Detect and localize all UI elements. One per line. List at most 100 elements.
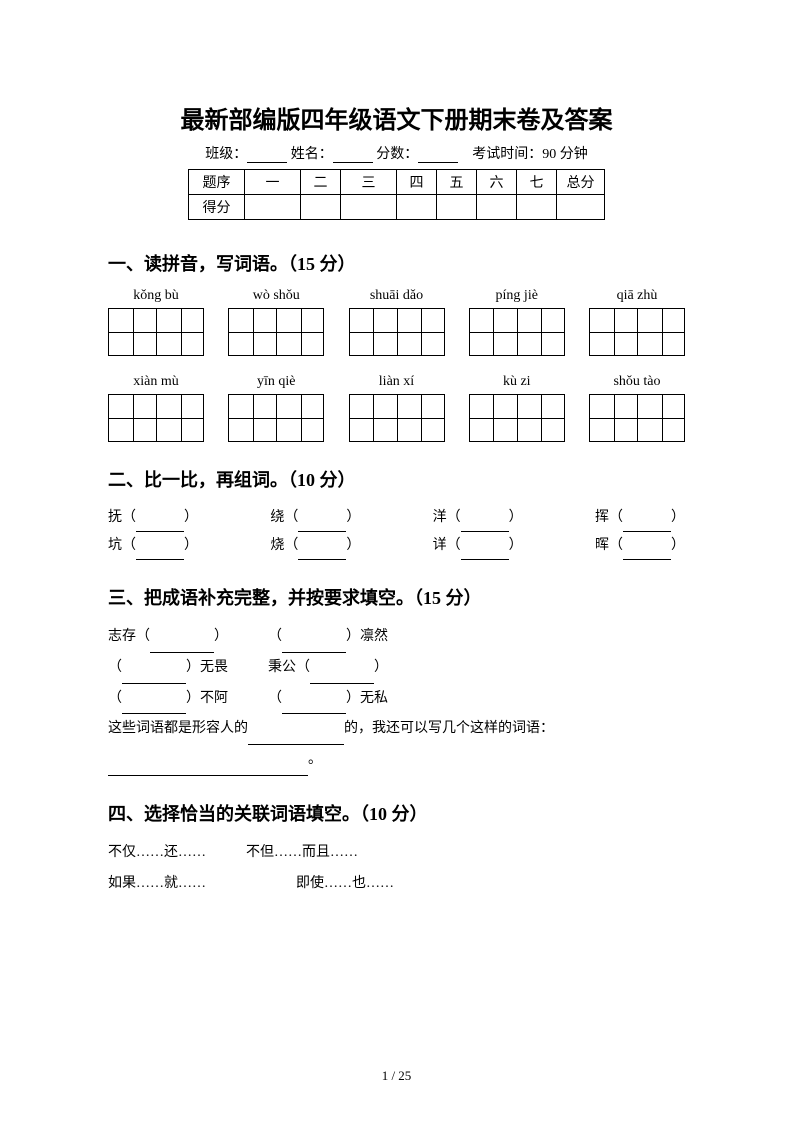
td-s4[interactable]: [397, 195, 437, 220]
pinyin: kù zi: [469, 374, 565, 390]
blank[interactable]: [298, 546, 346, 560]
td-s5[interactable]: [437, 195, 477, 220]
th-5: 五: [437, 170, 477, 195]
td-s2[interactable]: [301, 195, 341, 220]
time-label: 考试时间：90 分钟: [472, 147, 588, 162]
td-stotal[interactable]: [557, 195, 605, 220]
blank[interactable]: [310, 670, 374, 684]
th-4: 四: [397, 170, 437, 195]
blank[interactable]: [623, 518, 671, 532]
q3-title: 三、把成语补充完整，并按要求填空。（15 分）: [108, 584, 685, 610]
pinyin: yīn qiè: [228, 374, 324, 390]
q3-l2: （）无畏秉公（）: [108, 653, 685, 684]
header-line: 班级： 姓名： 分数： 考试时间：90 分钟: [108, 143, 685, 163]
tian-box[interactable]: [469, 308, 565, 356]
text: 不但……而且……: [246, 845, 358, 860]
pinyin: shǒu tào: [589, 374, 685, 390]
char: 挥: [595, 510, 609, 525]
pinyin: qiā zhù: [589, 288, 685, 304]
tian-box[interactable]: [349, 394, 445, 442]
text: 这些词语都是形容人的: [108, 721, 248, 736]
score-label: 分数：: [376, 147, 418, 162]
q3-l3: （）不阿（）无私: [108, 684, 685, 715]
page-title: 最新部编版四年级语文下册期末卷及答案: [108, 100, 685, 135]
text: 即使……也……: [296, 876, 394, 891]
q1-box-row1: [108, 308, 685, 356]
tian-box[interactable]: [108, 394, 204, 442]
text: 如果……就……: [108, 876, 206, 891]
blank[interactable]: [136, 546, 184, 560]
page-number: 1 / 25: [0, 1068, 793, 1084]
tian-box[interactable]: [589, 394, 685, 442]
pinyin: liàn xí: [349, 374, 445, 390]
blank[interactable]: [461, 546, 509, 560]
text: 凛然: [360, 629, 388, 644]
char: 烧: [270, 538, 284, 553]
blank[interactable]: [108, 762, 308, 776]
blank[interactable]: [122, 700, 186, 714]
text: 秉公: [268, 660, 296, 675]
q2-row1: 抚（） 绕（） 洋（） 挥（）: [108, 504, 685, 532]
class-label: 班级：: [205, 147, 247, 162]
q2-title: 二、比一比，再组词。（10 分）: [108, 466, 685, 492]
tian-box[interactable]: [469, 394, 565, 442]
q4-title: 四、选择恰当的关联词语填空。（10 分）: [108, 800, 685, 826]
score-blank[interactable]: [418, 147, 458, 163]
blank[interactable]: [623, 546, 671, 560]
name-label: 姓名：: [291, 147, 333, 162]
q1-pinyin-row2: xiàn mù yīn qiè liàn xí kù zi shǒu tào: [108, 374, 685, 390]
char: 坑: [108, 538, 122, 553]
char: 抚: [108, 510, 122, 525]
td-s6[interactable]: [477, 195, 517, 220]
score-table: 题序 一 二 三 四 五 六 七 总分 得分: [188, 169, 605, 220]
th-1: 一: [245, 170, 301, 195]
q1-pinyin-row1: kǒng bù wò shǒu shuāi dǎo píng jiè qiā z…: [108, 288, 685, 304]
class-blank[interactable]: [247, 147, 287, 163]
blank[interactable]: [136, 518, 184, 532]
text: 无畏: [200, 660, 228, 675]
tian-box[interactable]: [228, 394, 324, 442]
blank[interactable]: [282, 700, 346, 714]
char: 洋: [433, 510, 447, 525]
tian-box[interactable]: [108, 308, 204, 356]
tian-box[interactable]: [589, 308, 685, 356]
pinyin: xiàn mù: [108, 374, 204, 390]
text: 志存: [108, 629, 136, 644]
th-7: 七: [517, 170, 557, 195]
char: 绕: [270, 510, 284, 525]
char: 晖: [595, 538, 609, 553]
q1-box-row2: [108, 394, 685, 442]
blank[interactable]: [282, 639, 346, 653]
q2-row2: 坑（） 烧（） 详（） 晖（）: [108, 532, 685, 560]
tian-box[interactable]: [349, 308, 445, 356]
q4-l2: 如果……就…… 即使……也……: [108, 869, 685, 900]
text: 不仅……还……: [108, 845, 206, 860]
tian-box[interactable]: [228, 308, 324, 356]
pinyin: wò shǒu: [228, 288, 324, 304]
th-total: 总分: [557, 170, 605, 195]
blank[interactable]: [298, 518, 346, 532]
q1-title: 一、读拼音，写词语。（15 分）: [108, 250, 685, 276]
q3-l5: 。: [108, 745, 685, 776]
blank[interactable]: [461, 518, 509, 532]
q3-l4: 这些词语都是形容人的 的，我还可以写几个这样的词语：: [108, 714, 685, 745]
th-2: 二: [301, 170, 341, 195]
blank[interactable]: [248, 731, 344, 745]
char: 详: [433, 538, 447, 553]
blank[interactable]: [122, 670, 186, 684]
q4-l1: 不仅……还…… 不但……而且……: [108, 838, 685, 869]
th-seq: 题序: [189, 170, 245, 195]
td-s7[interactable]: [517, 195, 557, 220]
pinyin: píng jiè: [469, 288, 565, 304]
text: 的，我还可以写几个这样的词语：: [344, 721, 554, 736]
blank[interactable]: [150, 639, 214, 653]
text: 不阿: [200, 691, 228, 706]
name-blank[interactable]: [333, 147, 373, 163]
td-s1[interactable]: [245, 195, 301, 220]
pinyin: shuāi dǎo: [349, 288, 445, 304]
q3-l1: 志存（）（）凛然: [108, 622, 685, 653]
th-6: 六: [477, 170, 517, 195]
td-score-label: 得分: [189, 195, 245, 220]
th-3: 三: [341, 170, 397, 195]
td-s3[interactable]: [341, 195, 397, 220]
